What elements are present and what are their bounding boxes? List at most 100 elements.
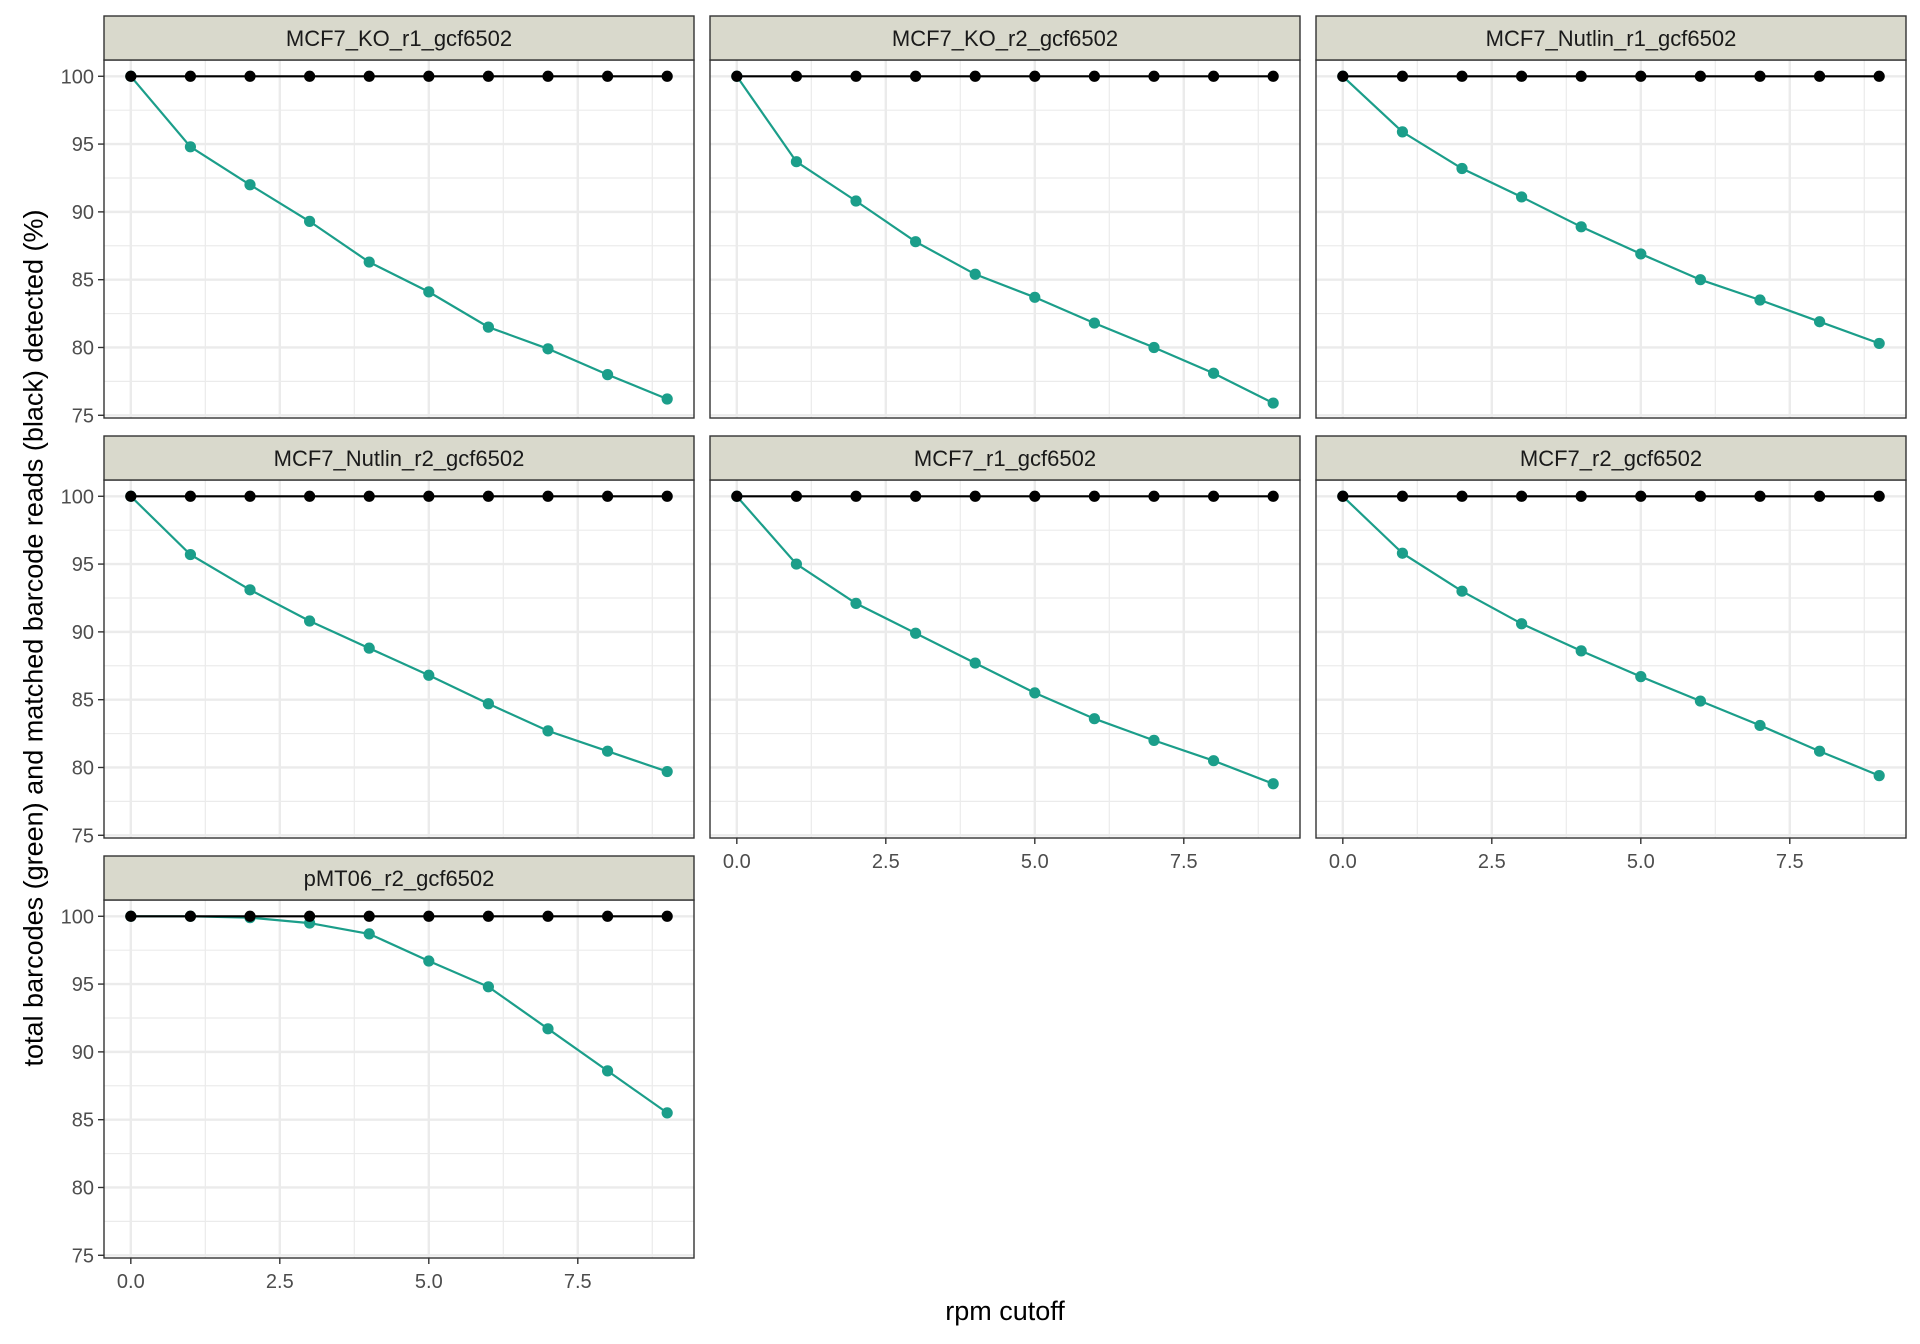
facet-strip-title: MCF7_Nutlin_r2_gcf6502 (274, 446, 525, 471)
facet-strip (709, 435, 1301, 481)
data-point (304, 70, 316, 82)
y-tick-label: 90 (72, 202, 94, 224)
panel-background (710, 480, 1300, 838)
data-point (423, 669, 435, 681)
series-line (1342, 495, 1880, 777)
x-tick-label: 7.5 (564, 1271, 592, 1293)
data-point (125, 910, 137, 922)
data-point (850, 70, 862, 82)
facet-strip (1315, 435, 1907, 481)
data-point (1267, 778, 1279, 790)
data-point (661, 490, 673, 502)
data-point (1754, 70, 1766, 82)
series-line (129, 75, 668, 401)
data-point (1396, 126, 1409, 138)
facet-panel: MCF7_Nutlin_r1_gcf6502 (1315, 15, 1907, 419)
data-point (1337, 490, 1349, 502)
data-point (601, 369, 614, 381)
data-point (244, 910, 256, 922)
data-point (184, 70, 197, 82)
data-point (1813, 490, 1826, 502)
y-tick-label: 80 (72, 337, 94, 359)
y-tick-label: 85 (72, 1110, 94, 1132)
panel-background (104, 60, 694, 418)
y-tick-label: 85 (72, 270, 94, 292)
x-tick-label: 5.0 (1021, 851, 1049, 873)
data-point (790, 70, 803, 82)
data-point (910, 627, 922, 639)
facet-panel: MCF7_KO_r2_gcf6502 (709, 15, 1301, 419)
facet-panel: MCF7_r2_gcf6502 0.0 2.5 5.0 7.5 (1315, 435, 1907, 873)
data-point (1694, 274, 1706, 286)
data-point (1813, 70, 1826, 82)
data-point (601, 1065, 614, 1077)
data-point (423, 955, 435, 967)
data-point (363, 490, 375, 502)
y-tick-label: 95 (72, 554, 94, 576)
data-point (1694, 70, 1706, 82)
data-point (731, 70, 743, 82)
x-tick-label: 7.5 (1776, 851, 1804, 873)
data-point (482, 321, 494, 333)
data-point (1694, 695, 1706, 707)
data-point (1029, 70, 1041, 82)
x-tick-label: 2.5 (872, 851, 900, 873)
data-point (1207, 490, 1220, 502)
data-point (1148, 70, 1160, 82)
data-point (482, 698, 494, 710)
data-point (601, 70, 614, 82)
data-point (423, 70, 435, 82)
data-point (542, 490, 554, 502)
x-tick-label: 7.5 (1170, 851, 1198, 873)
series-line (130, 495, 668, 773)
data-point (1456, 585, 1468, 597)
panel-background (1316, 480, 1906, 838)
data-point (1088, 713, 1100, 725)
data-point (661, 1107, 673, 1119)
data-point (969, 268, 981, 280)
data-point (542, 70, 554, 82)
data-point (1267, 70, 1279, 82)
facet-panel: MCF7_Nutlin_r2_gcf6502 75 80 85 90 95 100 (61, 435, 695, 847)
data-point (661, 765, 673, 778)
data-point (1148, 734, 1160, 746)
data-point (1396, 70, 1409, 82)
x-axis-title: rpm cutoff (945, 1296, 1065, 1326)
y-tick-label: 80 (72, 1177, 94, 1199)
data-point (363, 256, 375, 268)
series-line (735, 75, 1274, 405)
data-point (1516, 490, 1528, 502)
data-point (184, 910, 197, 922)
data-point (1148, 490, 1160, 502)
data-point (1516, 70, 1528, 82)
facet-panel: MCF7_r1_gcf6502 0.0 2.5 5.0 7.5 (709, 435, 1301, 873)
data-point (1754, 490, 1766, 502)
data-point (910, 490, 922, 502)
data-point (304, 615, 316, 627)
data-point (1813, 316, 1826, 328)
panel-background (710, 60, 1300, 418)
data-point (244, 70, 256, 82)
data-point (1088, 490, 1100, 502)
y-tick-label: 90 (72, 1042, 94, 1064)
y-tick-label: 95 (72, 134, 94, 156)
facet-panel: pMT06_r2_gcf6502 75 80 85 90 95 100 0.0 2.5 5.0 7.… (61, 855, 695, 1293)
facet-strip (709, 15, 1301, 61)
data-point (304, 490, 316, 502)
x-tick-label: 5.0 (415, 1271, 443, 1293)
data-point (661, 393, 673, 405)
facet-strip (1315, 15, 1907, 61)
data-point (790, 558, 803, 570)
data-point (482, 490, 494, 502)
data-point (482, 70, 494, 82)
data-point (1873, 490, 1885, 502)
data-point (482, 910, 494, 922)
data-point (423, 490, 435, 502)
y-tick-label: 75 (72, 825, 94, 847)
x-tick-label: 2.5 (266, 1271, 294, 1293)
data-point (1635, 248, 1647, 260)
data-point (1456, 70, 1468, 82)
data-point (1575, 490, 1587, 502)
data-point (1575, 221, 1587, 233)
